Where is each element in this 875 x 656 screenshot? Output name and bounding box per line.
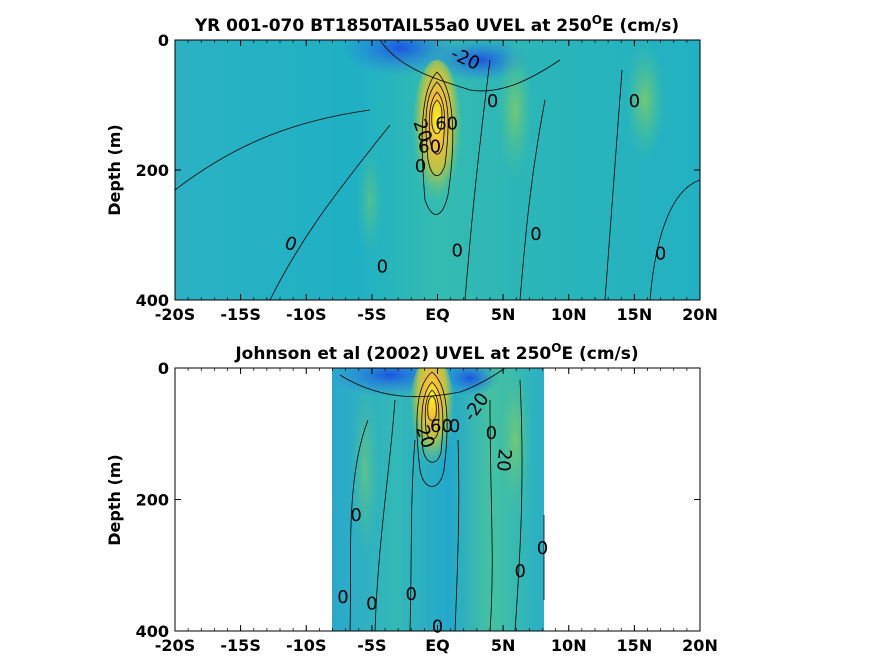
x-tick-label: 20N xyxy=(682,636,718,655)
x-tick-label: -15S xyxy=(220,636,260,655)
contour-label: 0 xyxy=(451,240,462,261)
contour-label: 60 xyxy=(418,136,441,157)
contour-label: 0 xyxy=(449,416,460,437)
x-tick-label: EQ xyxy=(425,305,450,324)
x-tick-label: EQ xyxy=(425,636,450,655)
velocity-field xyxy=(175,40,700,300)
x-tick-label: -20S xyxy=(155,305,195,324)
x-tick-label: -10S xyxy=(286,305,326,324)
contour-label: 0 xyxy=(377,257,388,278)
contour-label: 0 xyxy=(537,538,548,559)
contour-label: 0 xyxy=(514,561,525,582)
x-tick-label: 10N xyxy=(551,305,587,324)
x-tick-label: -10S xyxy=(286,636,326,655)
contour-label: 0 xyxy=(337,587,348,608)
x-tick-label: 5N xyxy=(491,636,516,655)
panel-title: YR 001-070 BT1850TAIL55a0 UVEL at 250OE … xyxy=(194,13,679,36)
contour-label: 0 xyxy=(530,224,541,245)
x-tick-label: -20S xyxy=(155,636,195,655)
x-tick-label: -5S xyxy=(357,636,386,655)
x-tick-label: -5S xyxy=(357,305,386,324)
y-tick-label: 0 xyxy=(158,359,169,378)
y-tick-label: 400 xyxy=(136,291,169,310)
y-tick-label: 200 xyxy=(136,161,169,180)
contour-label: 20 xyxy=(492,448,515,473)
contour-label: 0 xyxy=(350,505,361,526)
y-axis-label: Depth (m) xyxy=(105,124,124,216)
panel-title: Johnson et al (2002) UVEL at 250OE (cm/s… xyxy=(234,341,638,364)
y-tick-label: 0 xyxy=(158,31,169,50)
x-tick-label: 15N xyxy=(617,636,653,655)
contour-label: 0 xyxy=(655,244,666,265)
lower-panel: Johnson et al (2002) UVEL at 250OE (cm/s… xyxy=(105,341,718,655)
contour-label: 0 xyxy=(366,594,377,615)
contour-label: 0 xyxy=(486,423,497,444)
x-axis-ticks: -20S -15S -10S -5S EQ 5N 10N 15N 20N xyxy=(155,40,718,324)
x-tick-label: 5N xyxy=(491,305,516,324)
x-tick-label: -15S xyxy=(220,305,260,324)
upper-panel: YR 001-070 BT1850TAIL55a0 UVEL at 250OE … xyxy=(105,13,718,324)
y-tick-label: 200 xyxy=(136,491,169,510)
x-tick-label: 10N xyxy=(551,636,587,655)
y-tick-label: 400 xyxy=(136,622,169,641)
contour-label: 0 xyxy=(629,91,640,112)
contour-label: 0 xyxy=(415,156,426,177)
contour-label: 60 xyxy=(435,114,458,135)
x-tick-label: 15N xyxy=(617,305,653,324)
y-axis-label: Depth (m) xyxy=(105,454,124,546)
velocity-field xyxy=(175,368,700,631)
x-axis-ticks: -20S -15S -10S -5S EQ 5N 10N 15N 20N xyxy=(155,368,718,655)
contour-label: 0 xyxy=(406,584,417,605)
y-axis-ticks: 0 200 400 xyxy=(136,31,700,310)
x-tick-label: 20N xyxy=(682,305,718,324)
contour-label: 60 xyxy=(430,416,453,437)
contour-label: 0 xyxy=(487,91,498,112)
